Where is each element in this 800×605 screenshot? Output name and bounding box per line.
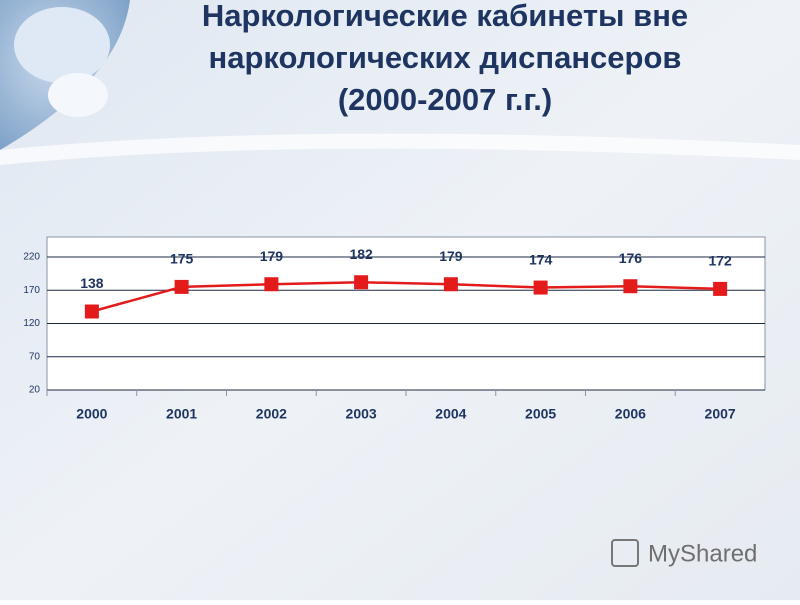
plot-area — [46, 236, 766, 391]
y-tick-label: 220 — [23, 252, 40, 263]
x-tick-label: 2006 — [615, 406, 646, 422]
value-label: 175 — [170, 251, 194, 267]
marker — [84, 304, 99, 319]
marker — [264, 277, 279, 292]
value-label: 176 — [619, 250, 643, 266]
title-line: (2000-2007 г.г.) — [338, 82, 552, 117]
marker — [354, 275, 369, 290]
x-tick-label: 2004 — [435, 406, 466, 422]
value-label: 179 — [439, 248, 463, 264]
value-label: 138 — [80, 275, 104, 291]
value-label: 182 — [349, 246, 373, 262]
y-tick-label: 70 — [29, 351, 41, 362]
mask — [48, 73, 108, 117]
y-tick-label: 20 — [29, 385, 41, 396]
logo-icon — [611, 539, 639, 567]
x-tick-label: 2002 — [256, 406, 287, 422]
marker — [443, 277, 458, 292]
watermark: MyShared — [648, 540, 757, 567]
marker — [623, 279, 638, 294]
x-tick-label: 2007 — [705, 406, 736, 422]
title-line: Наркологические кабинеты вне — [202, 0, 688, 33]
series-line — [91, 280, 721, 313]
x-tick-label: 2003 — [346, 406, 377, 422]
value-label: 172 — [708, 253, 732, 269]
value-label: 179 — [260, 248, 284, 264]
x-tick-label: 2005 — [525, 406, 556, 422]
cap — [14, 7, 110, 83]
band — [0, 133, 800, 165]
y-tick-label: 170 — [23, 285, 40, 296]
x-tick-label: 2001 — [166, 406, 197, 422]
marker — [533, 280, 548, 295]
value-label: 174 — [529, 251, 553, 267]
title-line: наркологических диспансеров — [209, 40, 682, 75]
marker — [713, 281, 728, 296]
marker — [174, 279, 189, 294]
x-tick-label: 2000 — [76, 406, 107, 422]
y-tick-label: 120 — [23, 318, 40, 329]
